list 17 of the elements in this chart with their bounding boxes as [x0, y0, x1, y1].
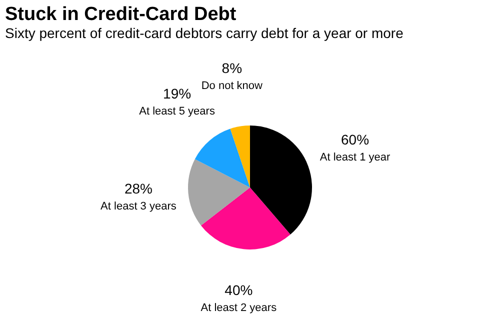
data-label: 19% [163, 86, 192, 102]
pie-slice [200, 188, 290, 250]
slice-label: At least 2 years [200, 302, 278, 314]
data-label: 8% [222, 60, 242, 76]
data-label: 60% [341, 132, 370, 148]
pie-slice [188, 159, 250, 226]
data-label: 40% [224, 282, 253, 298]
chart-title: Stuck in Credit-Card Debt [5, 4, 237, 25]
slice-label: At least 5 years [139, 106, 216, 118]
slice-label: At least 1 year [320, 152, 391, 164]
pie-slice [230, 126, 250, 188]
slice-label: Do not know [201, 80, 263, 92]
pie-slice [250, 126, 312, 235]
data-label: 28% [124, 180, 152, 197]
slice-label: At least 3 years [100, 200, 177, 213]
chart-subtitle: Sixty percent of credit-card debtors carry debt for a year or more [5, 25, 404, 41]
pie-slice [194, 128, 250, 188]
